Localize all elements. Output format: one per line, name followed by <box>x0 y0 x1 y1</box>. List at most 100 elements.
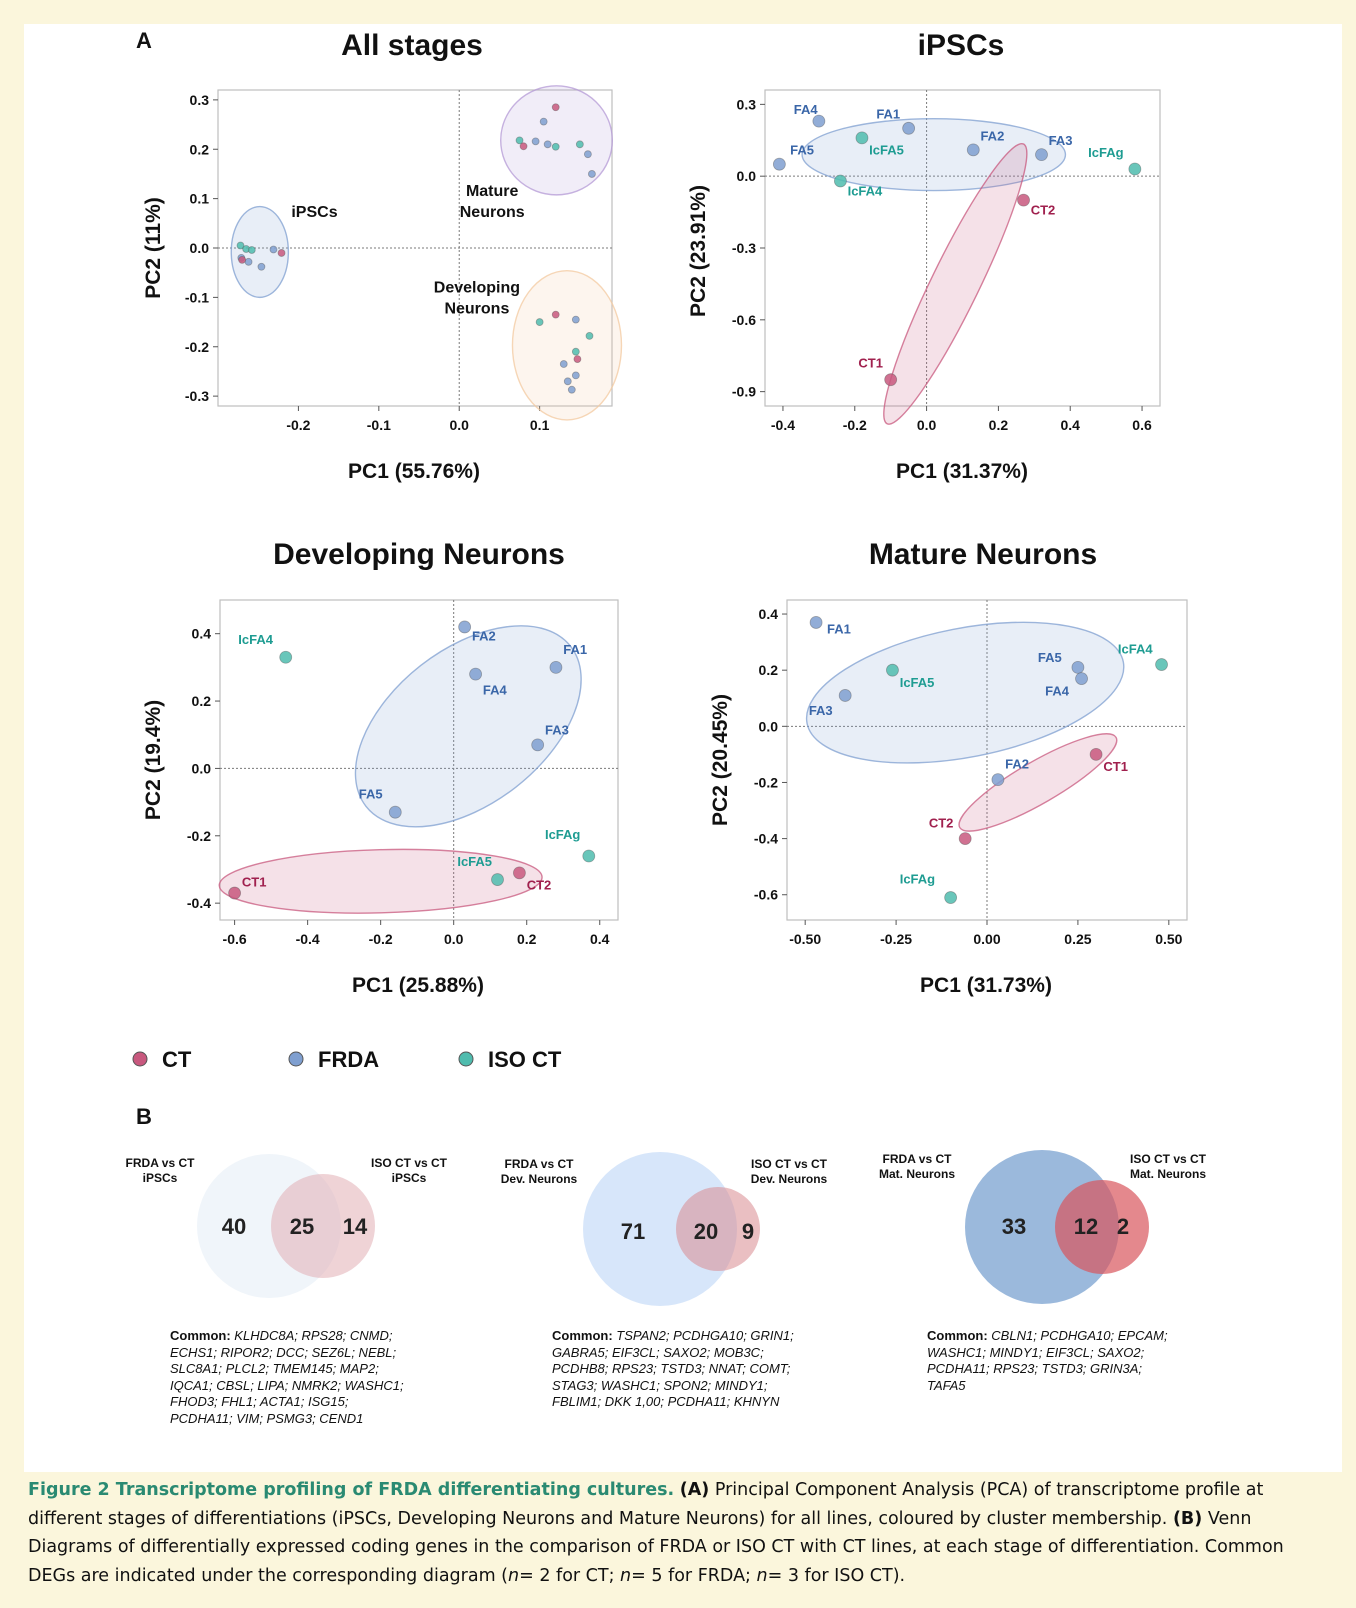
venn-right-title: ISO CT vs CT <box>1130 1152 1207 1166</box>
x-tick-label: -0.2 <box>286 417 310 433</box>
point-label: FA1 <box>827 622 851 637</box>
y-tick-label: 0.0 <box>737 168 757 184</box>
venn-count: 9 <box>742 1219 754 1244</box>
cluster-ellipse <box>218 848 543 914</box>
x-tick-label: 0.0 <box>449 417 469 433</box>
venn-circle-right <box>1055 1180 1149 1274</box>
data-point <box>469 667 482 681</box>
point-label: IcFA4 <box>848 183 883 198</box>
venn-count: 2 <box>1117 1214 1129 1239</box>
common-genes-line: TAFA5 <box>927 1377 966 1393</box>
data-point <box>513 866 526 880</box>
data-point <box>458 620 472 634</box>
data-point <box>531 137 540 146</box>
common-genes-line: WASHC1; MINDY1; EIF3CL; SAXO2; <box>927 1344 1145 1360</box>
y-axis-label: PC2 (11%) <box>142 197 165 299</box>
data-point <box>902 121 916 135</box>
x-axis-label: PC1 (55.76%) <box>348 460 480 483</box>
y-tick-label: -0.6 <box>754 887 778 903</box>
cluster-ellipse <box>354 625 582 828</box>
data-point <box>809 616 823 629</box>
data-point <box>1128 162 1142 176</box>
data-point <box>583 150 592 159</box>
data-point <box>1089 747 1103 761</box>
data-point <box>571 315 580 324</box>
y-tick-label: 0.2 <box>190 141 210 157</box>
figure-caption: Figure 2 Transcriptome profiling of FRDA… <box>28 1476 1328 1590</box>
plot-frame <box>219 599 619 921</box>
point-label: CT1 <box>858 356 883 371</box>
cluster-label: Developing <box>434 279 520 296</box>
data-point <box>515 136 524 145</box>
x-tick-label: 0.0 <box>444 931 464 947</box>
point-label: CT2 <box>929 815 954 830</box>
venn-circle-left <box>583 1152 737 1306</box>
data-point <box>991 773 1005 787</box>
y-axis-label: PC2 (20.45%) <box>709 694 732 826</box>
data-point <box>491 873 504 886</box>
venn-count: 12 <box>1074 1214 1098 1239</box>
point-label: CT2 <box>1031 202 1056 217</box>
venn-count: 33 <box>1002 1214 1026 1239</box>
legend-marker-iso_ct <box>458 1051 474 1067</box>
common-genes-ipscs: Common: KLHDC8A; RPS28; CNMD; ECHS1; RIP… <box>170 1328 460 1427</box>
caption-marker-b: (B) <box>1172 1508 1203 1529</box>
legend-marker-ct <box>132 1051 148 1067</box>
point-label: FA4 <box>1045 683 1070 698</box>
point-label: IcFAg <box>900 872 935 887</box>
cluster-label: Neurons <box>460 204 525 221</box>
data-point <box>966 143 980 157</box>
y-tick-label: 0.0 <box>190 240 210 256</box>
y-tick-label: 0.1 <box>190 191 210 207</box>
point-label: CT2 <box>527 878 552 893</box>
caption-n-iso: = 3 for ISO CT). <box>767 1565 906 1586</box>
common-genes-line: GABRA5; EIF3CL; SAXO2; MOB3C; <box>552 1344 764 1360</box>
data-point <box>236 241 245 250</box>
x-tick-label: 0.25 <box>1064 931 1091 947</box>
venn-circle-right <box>271 1174 375 1278</box>
pca-plot-2: Developing Neurons PC1 (25.88%) PC2 (19.4%… <box>142 538 619 997</box>
x-tick-label: 0.0 <box>917 417 937 433</box>
data-point <box>388 805 402 819</box>
point-label: FA4 <box>794 102 819 117</box>
common-genes-line: KLHDC8A; RPS28; CNMD; <box>234 1328 393 1343</box>
x-tick-label: 0.2 <box>989 417 1009 433</box>
point-label: IcFA5 <box>869 143 904 158</box>
common-genes-line: IQCA1; CBSL; LIPA; NMRK2; WASHC1; <box>170 1377 404 1393</box>
data-point <box>563 377 572 386</box>
y-tick-label: 0.2 <box>759 662 779 678</box>
caption-n-symbol: n <box>508 1565 520 1586</box>
point-label: FA3 <box>545 723 569 738</box>
data-point <box>571 371 580 380</box>
data-point <box>1017 193 1030 207</box>
cluster-label: Neurons <box>444 300 509 317</box>
x-tick-label: 0.4 <box>1060 417 1080 433</box>
venn-left-title: FRDA vs CT <box>883 1152 953 1166</box>
panel-letter-b: B <box>136 1104 152 1129</box>
pca-plot-1: iPSCs PC1 (31.37%) PC2 (23.91%) -0.4 -0.2 0.0… <box>687 29 1161 483</box>
data-point <box>1075 672 1088 685</box>
y-tick-label: -0.2 <box>187 828 211 844</box>
venn-left-title: Mat. Neurons <box>879 1167 955 1181</box>
x-tick-label: -0.50 <box>789 931 821 947</box>
x-tick-label: 0.50 <box>1155 931 1182 947</box>
point-label: IcFA4 <box>238 632 273 647</box>
x-tick-label: 0.00 <box>973 931 1000 947</box>
x-tick-label: -0.6 <box>223 931 247 947</box>
y-tick-label: 0.0 <box>759 718 779 734</box>
x-tick-label: -0.4 <box>771 417 795 433</box>
cluster-ellipse <box>230 205 290 299</box>
panel-letter-a: A <box>136 28 152 53</box>
legend-label: CT <box>162 1047 192 1072</box>
point-label: IcFA5 <box>457 854 492 869</box>
cluster-ellipse <box>500 85 614 196</box>
legend: CT FRDA ISO CT <box>132 1047 562 1072</box>
plot-title: iPSCs <box>918 29 1005 62</box>
venn-count: 25 <box>290 1214 314 1239</box>
caption-n-symbol: n <box>620 1565 632 1586</box>
common-genes-dev-neurons: Common: TSPAN2; PCDHGA10; GRIN1; GABRA5;… <box>552 1328 852 1411</box>
cluster-label: iPSCs <box>291 204 337 221</box>
common-genes-line: PCDHB8; RPS23; TSTD3; NNAT; COMT; <box>552 1361 791 1376</box>
